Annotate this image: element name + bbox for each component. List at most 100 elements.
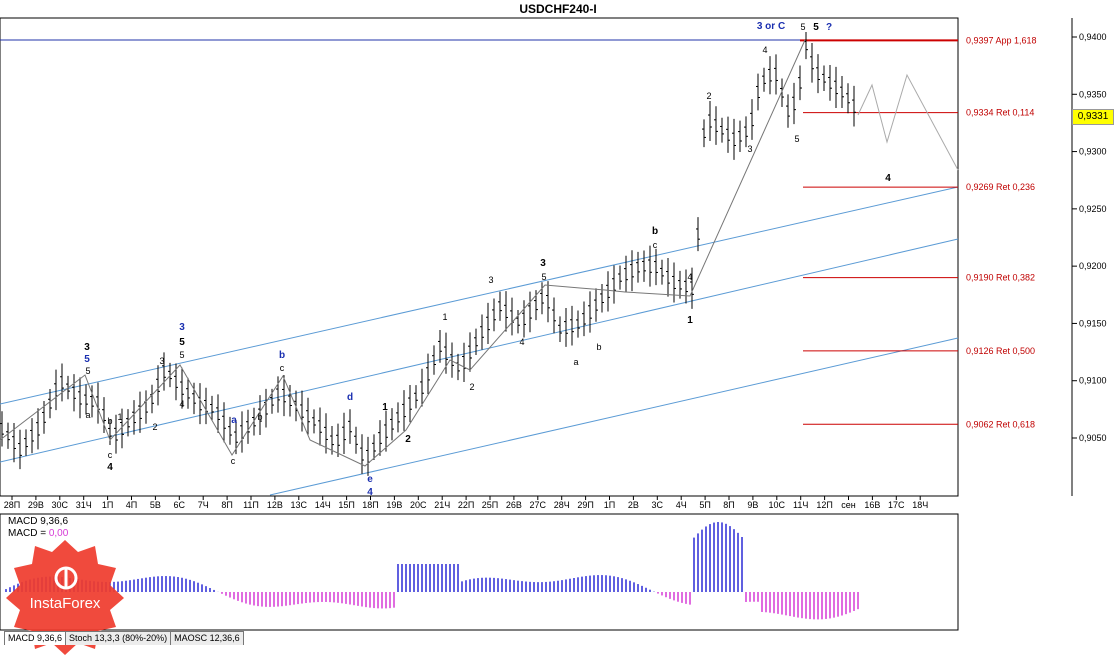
- time-tick-label: 16В: [864, 500, 880, 510]
- wave-label: c: [653, 240, 658, 250]
- time-tick-label: 27С: [530, 500, 547, 510]
- fib-label: 0,9334 Ret 0,114: [966, 108, 1034, 118]
- wave-label: 4: [762, 45, 767, 55]
- channel-line: [0, 238, 959, 463]
- logo-text: InstaForex: [30, 595, 101, 612]
- time-tick-label: сен: [841, 500, 856, 510]
- time-tick-label: 28Ч: [554, 500, 570, 510]
- tab-macd[interactable]: MACD 9,36,6: [4, 631, 67, 645]
- wave-label: 2: [469, 382, 474, 392]
- wave-path: [0, 39, 806, 467]
- wave-label: 1: [687, 315, 693, 326]
- time-tick-label: 8П: [723, 500, 734, 510]
- wave-label: d: [347, 392, 353, 403]
- instaforex-logo: InstaForex: [6, 540, 124, 655]
- time-tick-label: 3С: [652, 500, 664, 510]
- wave-label: 3: [540, 258, 546, 269]
- price-tick-label: 0,9350: [1079, 89, 1107, 99]
- time-tick-label: 25П: [482, 500, 498, 510]
- wave-label: 5: [179, 337, 185, 348]
- wave-label: 1: [117, 412, 122, 422]
- wave-label: ?: [826, 22, 832, 33]
- price-tick-label: 0,9400: [1079, 32, 1107, 42]
- wave-label: 5: [800, 22, 805, 32]
- logo-badge-shape: [6, 540, 124, 655]
- price-bars: [0, 32, 856, 476]
- wave-label: b: [596, 342, 601, 352]
- wave-lines: [0, 39, 959, 467]
- wave-label: 4: [107, 462, 113, 473]
- time-tick-label: 8П: [221, 500, 232, 510]
- price-tick-label: 0,9250: [1079, 204, 1107, 214]
- time-tick-label: 7Ч: [198, 500, 209, 510]
- fib-label: 0,9062 Ret 0,618: [966, 419, 1035, 429]
- time-tick-label: 12В: [267, 500, 283, 510]
- wave-label: 4: [885, 173, 891, 184]
- time-tick-label: 17С: [888, 500, 905, 510]
- time-tick-label: 10С: [769, 500, 786, 510]
- channel-line: [269, 337, 959, 496]
- time-tick-label: 1П: [102, 500, 113, 510]
- wave-label: a: [573, 357, 578, 367]
- time-tick-label: 11Ч: [793, 500, 808, 510]
- wave-label: 2: [405, 434, 411, 445]
- wave-label: 5: [84, 354, 90, 365]
- wave-label: 5: [179, 350, 184, 360]
- wave-label: 3: [488, 275, 493, 285]
- wave-label: b: [257, 412, 262, 422]
- wave-label: 5: [794, 134, 799, 144]
- wave-label: 4: [687, 272, 692, 282]
- wave-label: 4: [367, 487, 373, 498]
- time-tick-label: 26В: [506, 500, 522, 510]
- time-tick-label: 21Ч: [434, 500, 450, 510]
- indicator-panel-frame: [0, 513, 959, 631]
- time-tick-label: 5В: [150, 500, 161, 510]
- chart-title: USDCHF240-I: [519, 2, 596, 16]
- price-tick-label: 0,9050: [1079, 433, 1107, 443]
- time-tick-label: 5П: [699, 500, 710, 510]
- time-tick-label: 4Ч: [676, 500, 687, 510]
- channel-line: [0, 186, 959, 405]
- wave-label: c: [108, 450, 113, 460]
- wave-label: 3: [84, 342, 90, 353]
- current-price-marker: 0,9331: [1072, 109, 1114, 125]
- wave-label: 5: [541, 272, 546, 282]
- macd-label: MACD 9,36,6: [8, 516, 69, 527]
- tab-stoch[interactable]: Stoch 13,3,3 (80%-20%): [65, 631, 172, 645]
- wave-label: 1: [442, 312, 447, 322]
- wave-label: 2: [152, 422, 157, 432]
- time-tick-label: 9В: [747, 500, 758, 510]
- time-tick-label: 11П: [243, 500, 259, 510]
- indicator-tabs: MACD 9,36,6 Stoch 13,3,3 (80%-20%) MAOSC…: [4, 631, 244, 645]
- wave-label: 5: [813, 22, 819, 33]
- time-tick-label: 12П: [816, 500, 832, 510]
- wave-label: 5: [85, 366, 90, 376]
- time-axis: 28П 29В 30С 31Ч 1П 4П 5В 6С 7Ч 8П 11П 12В 13С 14Ч 15П 1…: [4, 496, 928, 510]
- time-tick-label: 13С: [291, 500, 308, 510]
- time-tick-label: 2В: [628, 500, 639, 510]
- wave-label: b: [107, 416, 112, 426]
- channel-lines: [0, 39, 959, 496]
- time-tick-label: 28П: [4, 500, 20, 510]
- time-tick-label: 31Ч: [76, 500, 92, 510]
- wave-label: a: [85, 410, 90, 420]
- macd-value: 0,00: [48, 528, 69, 539]
- time-tick-label: 15П: [338, 500, 354, 510]
- wave-label: c: [280, 363, 285, 373]
- time-tick-label: 20С: [410, 500, 427, 510]
- time-tick-label: 6С: [174, 500, 186, 510]
- macd-value-line: MACD = 0,00: [8, 528, 68, 539]
- time-tick-label: 14Ч: [315, 500, 331, 510]
- wave-label: 3: [179, 322, 185, 333]
- time-tick-label: 4П: [126, 500, 137, 510]
- tab-maosc[interactable]: MAOSC 12,36,6: [170, 631, 244, 645]
- fib-label: 0,9397 App 1,618: [966, 35, 1037, 45]
- time-tick-label: 18Ч: [912, 500, 928, 510]
- main-panel-frame: [0, 17, 959, 497]
- time-tick-label: 30С: [52, 500, 69, 510]
- time-tick-label: 22П: [458, 500, 474, 510]
- price-tick-label: 0,9100: [1079, 376, 1107, 386]
- wave-label: 3: [747, 144, 752, 154]
- wave-label: 4: [179, 399, 184, 409]
